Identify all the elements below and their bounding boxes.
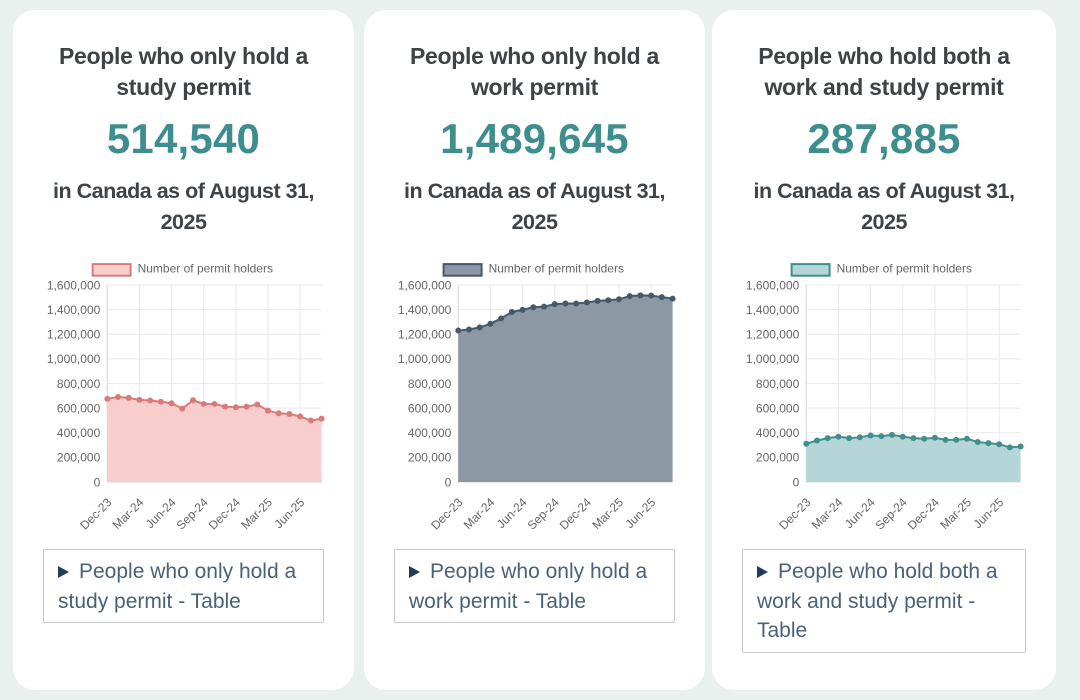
svg-text:600,000: 600,000 — [57, 401, 101, 415]
svg-text:Dec-23: Dec-23 — [428, 495, 465, 532]
svg-text:Dec-24: Dec-24 — [206, 495, 243, 532]
svg-text:Jun-25: Jun-25 — [271, 495, 307, 531]
svg-text:Jun-25: Jun-25 — [970, 495, 1006, 531]
svg-text:800,000: 800,000 — [756, 377, 800, 391]
svg-text:1,000,000: 1,000,000 — [746, 352, 800, 366]
svg-text:Mar-25: Mar-25 — [589, 495, 626, 532]
svg-text:Sep-24: Sep-24 — [873, 495, 910, 532]
svg-text:400,000: 400,000 — [756, 426, 800, 440]
svg-text:1,200,000: 1,200,000 — [398, 328, 452, 342]
svg-text:800,000: 800,000 — [408, 377, 452, 391]
svg-text:Mar-24: Mar-24 — [110, 495, 147, 532]
svg-text:Jun-24: Jun-24 — [494, 495, 530, 531]
svg-text:1,600,000: 1,600,000 — [746, 278, 800, 292]
svg-text:200,000: 200,000 — [57, 451, 101, 465]
svg-text:Number of permit holders: Number of permit holders — [489, 262, 624, 276]
svg-text:Jun-24: Jun-24 — [842, 495, 878, 531]
svg-text:Dec-23: Dec-23 — [776, 495, 813, 532]
svg-text:Sep-24: Sep-24 — [525, 495, 562, 532]
svg-text:600,000: 600,000 — [408, 401, 452, 415]
svg-text:Mar-25: Mar-25 — [238, 495, 275, 532]
svg-text:0: 0 — [94, 475, 101, 489]
svg-text:400,000: 400,000 — [57, 426, 101, 440]
svg-text:1,200,000: 1,200,000 — [47, 328, 101, 342]
svg-text:1,400,000: 1,400,000 — [398, 303, 452, 317]
svg-text:0: 0 — [445, 475, 452, 489]
svg-text:1,600,000: 1,600,000 — [47, 278, 101, 292]
svg-text:Mar-24: Mar-24 — [461, 495, 498, 532]
svg-text:Mar-25: Mar-25 — [937, 495, 974, 532]
svg-text:200,000: 200,000 — [408, 451, 452, 465]
svg-text:400,000: 400,000 — [408, 426, 452, 440]
svg-text:Sep-24: Sep-24 — [174, 495, 211, 532]
svg-text:1,600,000: 1,600,000 — [398, 278, 452, 292]
svg-text:800,000: 800,000 — [57, 377, 101, 391]
svg-text:600,000: 600,000 — [756, 401, 800, 415]
svg-text:Dec-23: Dec-23 — [77, 495, 114, 532]
svg-text:Jun-24: Jun-24 — [143, 495, 179, 531]
svg-text:Jun-25: Jun-25 — [622, 495, 658, 531]
svg-text:200,000: 200,000 — [756, 451, 800, 465]
svg-text:Dec-24: Dec-24 — [557, 495, 594, 532]
svg-text:1,200,000: 1,200,000 — [746, 328, 800, 342]
svg-text:Mar-24: Mar-24 — [809, 495, 846, 532]
svg-text:1,400,000: 1,400,000 — [746, 303, 800, 317]
svg-text:Dec-24: Dec-24 — [905, 495, 942, 532]
svg-text:Number of permit holders: Number of permit holders — [837, 262, 972, 276]
svg-text:Number of permit holders: Number of permit holders — [138, 262, 273, 276]
svg-text:0: 0 — [793, 475, 800, 489]
svg-text:1,400,000: 1,400,000 — [47, 303, 101, 317]
svg-text:1,000,000: 1,000,000 — [47, 352, 101, 366]
svg-text:1,000,000: 1,000,000 — [398, 352, 452, 366]
